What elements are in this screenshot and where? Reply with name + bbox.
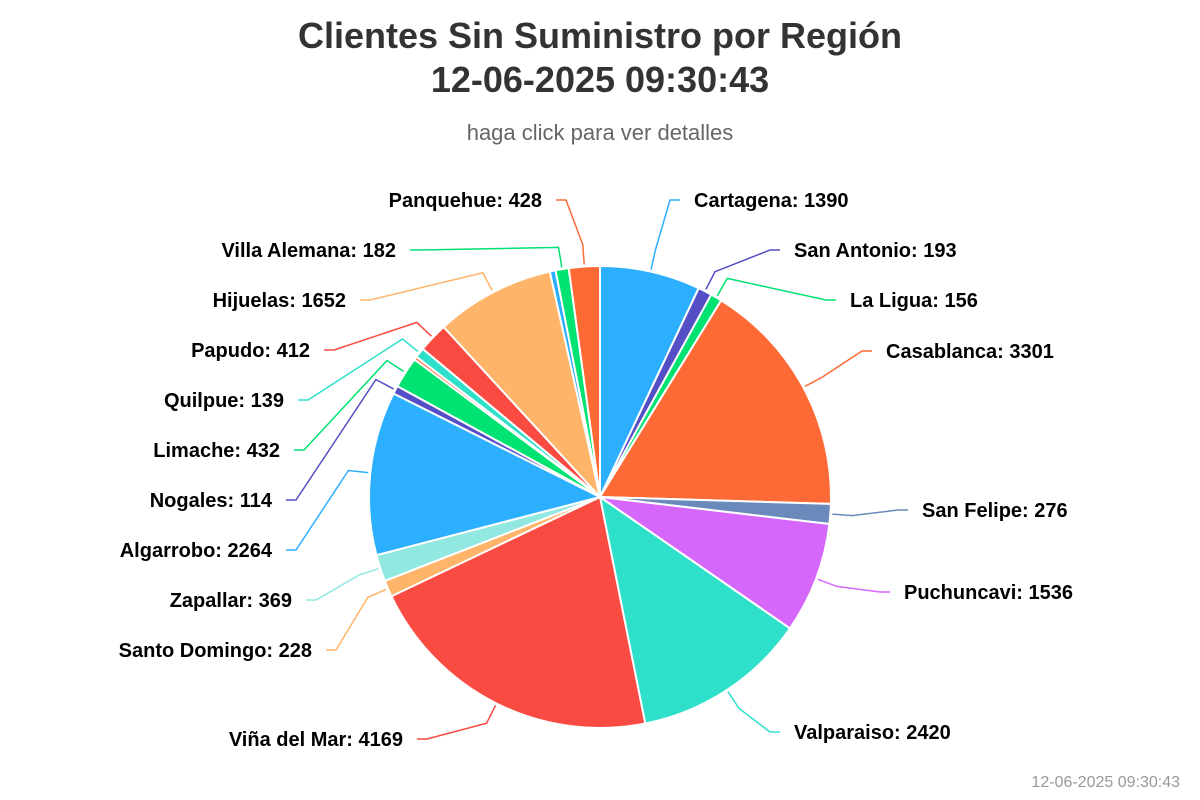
connector-la-ligua <box>716 277 836 301</box>
connector-panquehue <box>556 199 585 265</box>
connector-puchuncavi <box>817 578 890 593</box>
data-label-villa-alemana: Villa Alemana: 182 <box>221 240 396 262</box>
connector-cartagena <box>650 199 680 270</box>
chart-subtitle: haga click para ver detalles <box>466 120 734 145</box>
data-label-cartagena: Cartagena: 1390 <box>694 190 849 212</box>
pie-slice-hijuelas[interactable] <box>442 270 601 498</box>
data-label-valparaiso: Valparaiso: 2420 <box>794 722 951 744</box>
connector-limache <box>294 359 405 451</box>
connector-valparaiso <box>727 691 780 733</box>
connector-santo-domingo <box>326 588 387 651</box>
data-label-vina-del-mar: Viña del Mar: 4169 <box>229 729 403 751</box>
connector-zapallar <box>306 568 379 601</box>
connector-san-felipe <box>832 509 908 517</box>
data-label-zapallar: Zapallar: 369 <box>170 590 292 612</box>
pie-slice-cartagena[interactable] <box>599 265 700 498</box>
connector-quilpue <box>298 338 419 401</box>
pie-slice-puchuncavi[interactable] <box>599 496 831 630</box>
label-connectors <box>286 199 908 740</box>
connector-nogales <box>286 378 394 501</box>
data-label-san-antonio: San Antonio: 193 <box>794 240 957 262</box>
pie-slices <box>368 265 832 729</box>
connector-hijuelas <box>360 271 493 301</box>
footer-timestamp: 12-06-2025 09:30:43 <box>1031 774 1180 791</box>
chart-title-line1: Clientes Sin Suministro por Región <box>297 15 903 56</box>
data-label-casablanca: Casablanca: 3301 <box>886 341 1054 363</box>
data-label-panquehue: Panquehue: 428 <box>389 190 542 212</box>
connector-vina-del-mar <box>417 704 497 740</box>
connector-villa-alemana <box>410 246 563 268</box>
data-label-san-felipe: San Felipe: 276 <box>922 500 1068 522</box>
pie-slice-algarrobo[interactable] <box>368 392 601 557</box>
connector-san-antonio <box>705 249 780 290</box>
data-label-nogales: Nogales: 114 <box>150 490 273 512</box>
pie-slice-casablanca[interactable] <box>599 299 832 505</box>
data-label-santo-domingo: Santo Domingo: 228 <box>119 640 312 662</box>
chart-title: Clientes Sin Suministro por Región 12-06… <box>0 14 1200 102</box>
data-label-quilpue: Quilpue: 139 <box>164 390 284 412</box>
data-labels: Cartagena: 1390 San Antonio: 193 La Ligua:… <box>119 190 1073 751</box>
pie-slice-valparaiso[interactable] <box>599 496 791 725</box>
data-label-papudo: Papudo: 412 <box>191 340 310 362</box>
connector-casablanca <box>804 350 872 388</box>
pie-slice-vina-del-mar[interactable] <box>390 496 647 729</box>
data-label-la-ligua: La Ligua: 156 <box>850 290 978 312</box>
connector-papudo <box>324 321 432 351</box>
data-label-puchuncavi: Puchuncavi: 1536 <box>904 582 1073 604</box>
data-label-limache: Limache: 432 <box>153 440 280 462</box>
connector-algarrobo <box>286 469 369 551</box>
chart-title-line2: 12-06-2025 09:30:43 <box>430 59 770 100</box>
data-label-algarrobo: Algarrobo: 2264 <box>120 540 273 562</box>
pie-slice-panquehue[interactable] <box>567 265 601 498</box>
data-label-hijuelas: Hijuelas: 1652 <box>213 290 346 312</box>
